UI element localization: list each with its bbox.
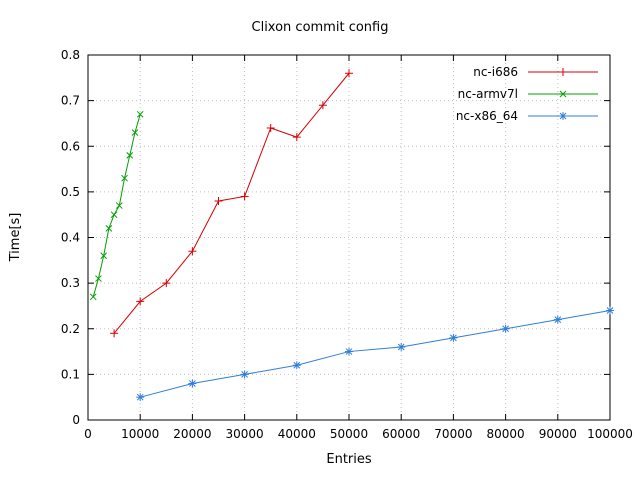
y-tick-label: 0 — [72, 413, 80, 427]
plus-marker-icon — [240, 192, 249, 201]
y-tick-label: 0.6 — [61, 139, 80, 153]
x-marker-icon — [110, 211, 118, 219]
plus-marker-icon — [292, 133, 301, 142]
x-tick-label: 90000 — [539, 427, 577, 441]
y-tick-label: 0.8 — [61, 48, 80, 62]
x-tick-label: 100000 — [587, 427, 633, 441]
star-marker-icon — [449, 333, 458, 342]
star-marker-icon — [397, 343, 406, 351]
x-marker-icon — [89, 293, 97, 301]
star-marker-icon — [136, 393, 145, 402]
plus-marker-icon — [110, 329, 119, 338]
plus-marker-icon — [188, 247, 197, 256]
x-marker-icon — [559, 90, 567, 98]
star-marker-icon — [553, 315, 562, 324]
star-marker-icon — [559, 112, 567, 120]
y-tick-label: 0.5 — [61, 185, 80, 199]
x-tick-label: 0 — [84, 427, 92, 441]
y-tick-label: 0.1 — [61, 367, 80, 381]
y-axis-label: Time[s] — [8, 212, 23, 262]
x-marker-icon — [95, 275, 102, 282]
x-marker-icon — [105, 225, 113, 232]
star-marker-icon — [501, 324, 510, 333]
x-tick-label: 10000 — [121, 427, 159, 441]
star-marker-icon — [188, 379, 197, 388]
x-tick-label: 30000 — [226, 427, 264, 441]
x-tick-label: 70000 — [434, 427, 472, 441]
plus-marker-icon — [266, 124, 275, 132]
x-tick-label: 50000 — [330, 427, 368, 441]
star-marker-icon — [240, 370, 249, 379]
chart-title: Clixon commit config — [251, 20, 389, 35]
x-marker-icon — [136, 110, 144, 118]
plus-marker-icon — [318, 101, 327, 110]
plus-marker-icon — [162, 279, 171, 288]
x-marker-icon — [121, 174, 128, 182]
x-axis-label: Entries — [326, 452, 372, 467]
plus-marker-icon — [136, 297, 145, 306]
plus-marker-icon — [345, 69, 353, 78]
x-marker-icon — [100, 252, 108, 260]
series-line-nc-x86_64 — [140, 310, 611, 398]
y-tick-label: 0.2 — [61, 322, 80, 336]
star-marker-icon — [345, 347, 353, 356]
plot-border — [87, 54, 611, 421]
series-line-nc-i686 — [113, 72, 350, 334]
x-marker-icon — [131, 129, 139, 136]
star-marker-icon — [292, 361, 301, 370]
legend-label: nc-i686 — [473, 65, 518, 79]
y-tick-label: 0.3 — [61, 276, 80, 290]
x-tick-label: 20000 — [173, 427, 211, 441]
x-tick-label: 40000 — [278, 427, 316, 441]
x-marker-icon — [126, 152, 134, 159]
star-marker-icon — [606, 306, 614, 315]
legend-label: nc-x86_64 — [456, 109, 518, 123]
x-marker-icon — [115, 202, 123, 209]
plus-marker-icon — [559, 68, 567, 76]
y-tick-label: 0.4 — [61, 231, 80, 245]
x-tick-label: 80000 — [487, 427, 525, 441]
x-tick-label: 60000 — [382, 427, 420, 441]
y-tick-label: 0.7 — [61, 94, 80, 108]
series-line-nc-armv7l — [92, 114, 141, 297]
plus-marker-icon — [214, 197, 223, 205]
legend-label: nc-armv7l — [458, 87, 518, 101]
